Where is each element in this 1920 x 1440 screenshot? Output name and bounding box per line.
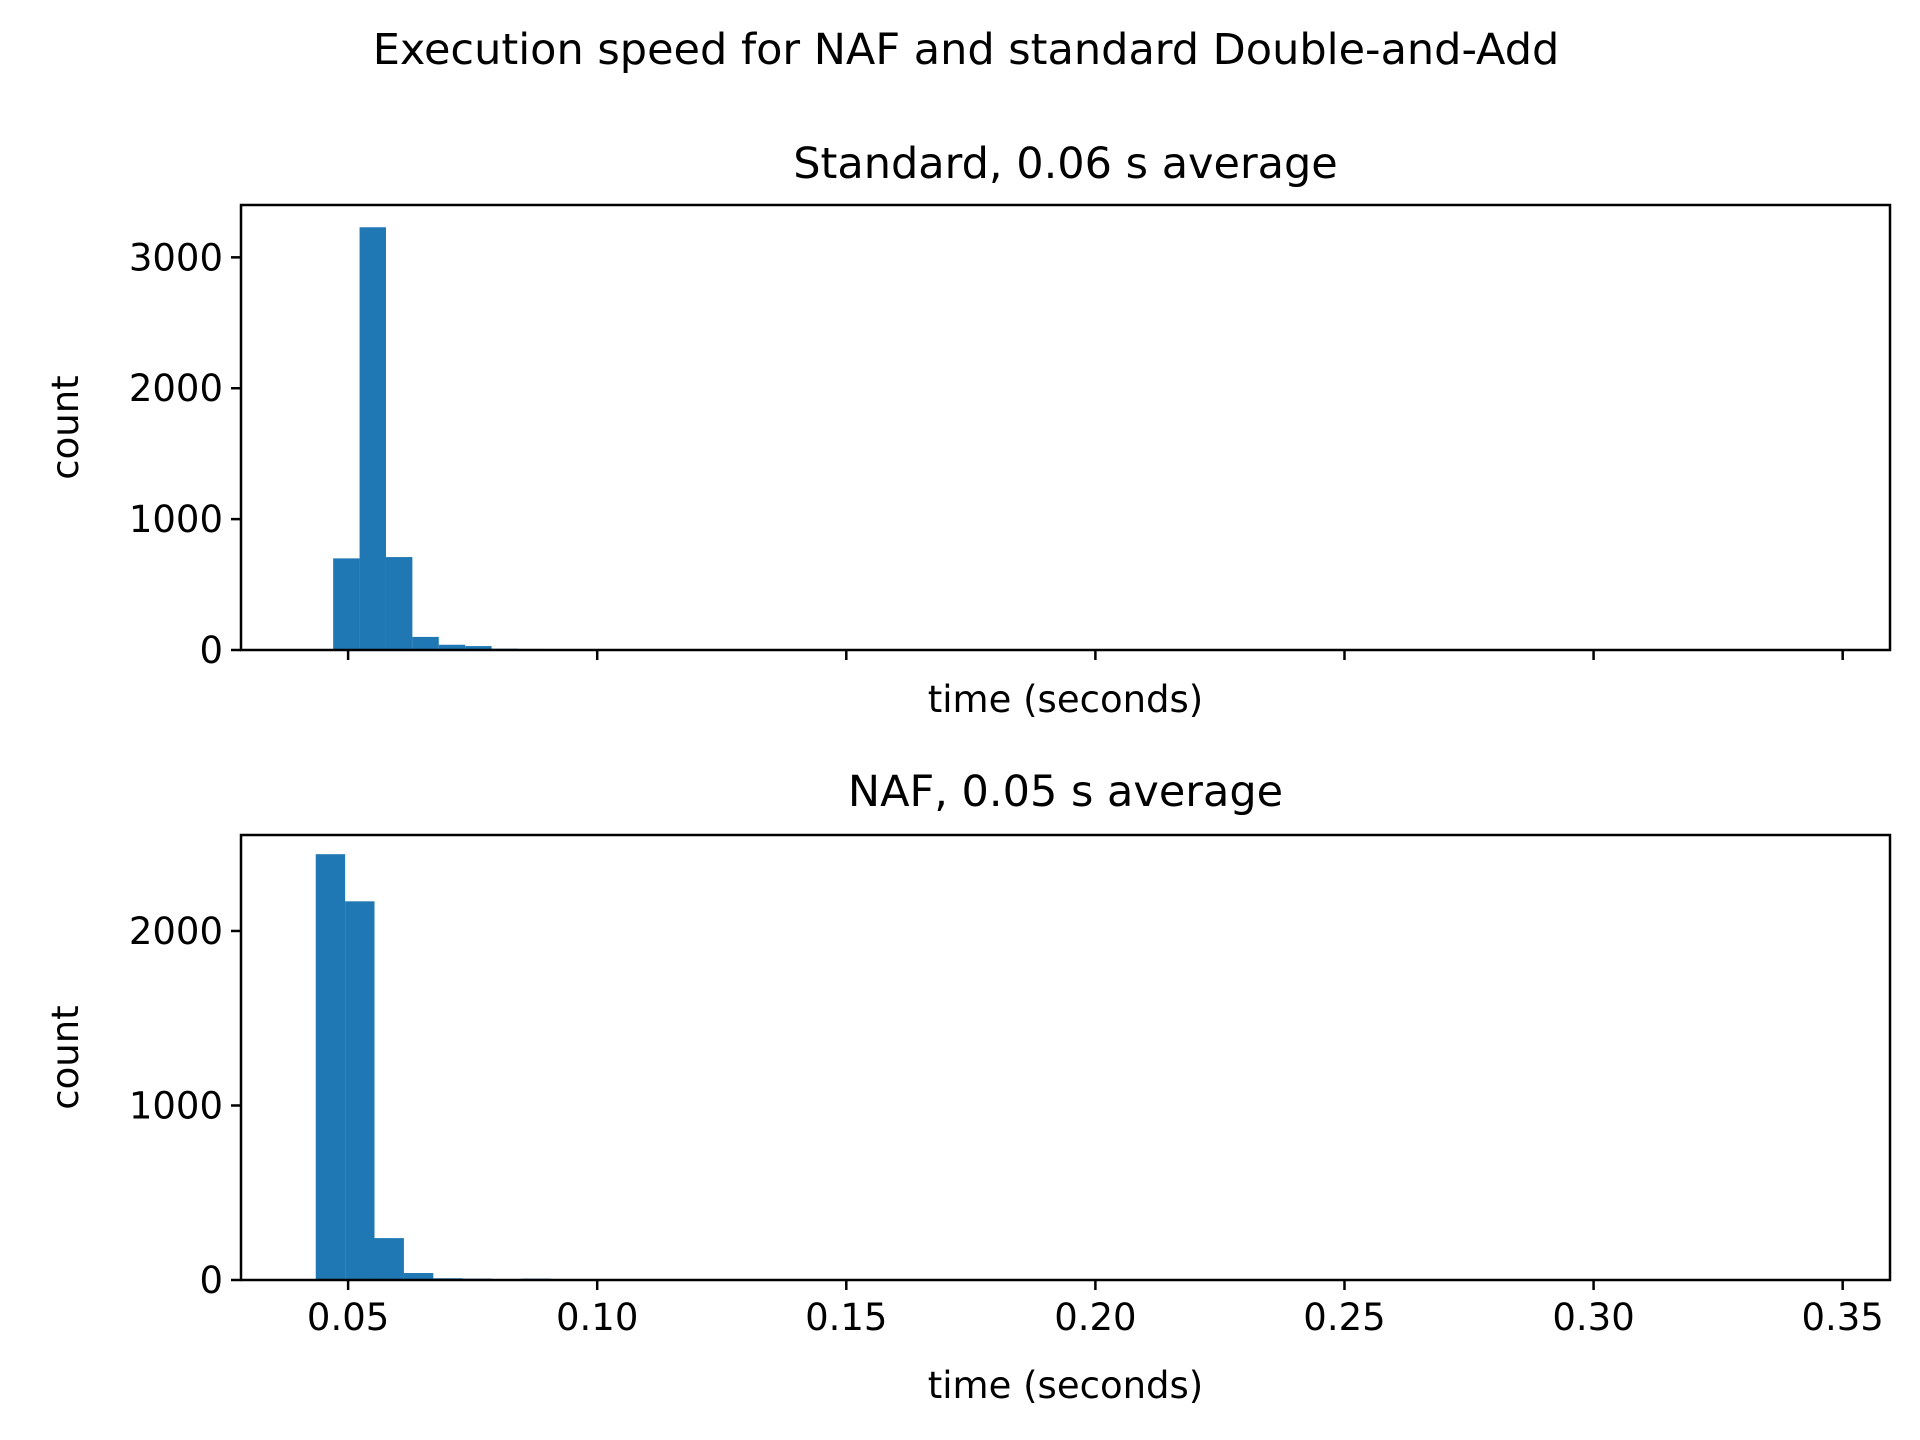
naf-histogram-bar — [345, 901, 375, 1280]
standard-y-tick-label: 0 — [199, 629, 223, 672]
standard-y-tick-label: 1000 — [129, 498, 223, 541]
figure-title: Execution speed for NAF and standard Dou… — [373, 25, 1560, 75]
standard-y-axis-label: count — [44, 375, 87, 479]
naf-x-tick-label: 0.35 — [1801, 1296, 1883, 1339]
standard-axes-frame — [239, 203, 1892, 652]
naf-histogram-panel: 0 1000 2000 0.05 0.10 0.15 0.20 0.25 0.30 0.35 NAF… — [44, 767, 1892, 1407]
standard-x-axis-label: time (seconds) — [928, 678, 1203, 721]
naf-y-tick-label: 1000 — [129, 1084, 223, 1127]
standard-histogram-panel: 0 1000 2000 3000 Standard, 0.06 s average tim… — [44, 139, 1892, 721]
naf-y-tick-label: 2000 — [129, 910, 223, 953]
standard-histogram-bar — [465, 646, 492, 650]
naf-x-tick-label: 0.20 — [1054, 1296, 1136, 1339]
naf-x-tick-label: 0.25 — [1303, 1296, 1385, 1339]
naf-x-tick-label: 0.15 — [805, 1296, 887, 1339]
naf-y-tick-label: 0 — [199, 1259, 223, 1302]
standard-histogram-bar — [438, 644, 466, 650]
standard-y-tick-label: 2000 — [129, 367, 223, 410]
standard-histogram-bar — [359, 227, 386, 650]
standard-histogram-bar — [385, 557, 413, 650]
naf-x-tick-label: 0.05 — [307, 1296, 389, 1339]
naf-x-axis-label: time (seconds) — [928, 1364, 1203, 1407]
standard-histogram-bar — [333, 558, 360, 650]
naf-y-axis-label: count — [44, 1005, 87, 1109]
standard-y-tick-label: 3000 — [129, 236, 223, 279]
standard-chart-title: Standard, 0.06 s average — [793, 139, 1337, 189]
naf-histogram-bar — [315, 854, 346, 1280]
naf-chart-title: NAF, 0.05 s average — [848, 767, 1283, 817]
naf-histogram-bar — [374, 1238, 404, 1280]
standard-histogram-bar — [412, 636, 439, 650]
naf-x-tick-label: 0.30 — [1552, 1296, 1634, 1339]
naf-histogram-bar — [403, 1273, 434, 1280]
naf-x-tick-label: 0.10 — [556, 1296, 638, 1339]
naf-axes-frame — [239, 833, 1892, 1282]
